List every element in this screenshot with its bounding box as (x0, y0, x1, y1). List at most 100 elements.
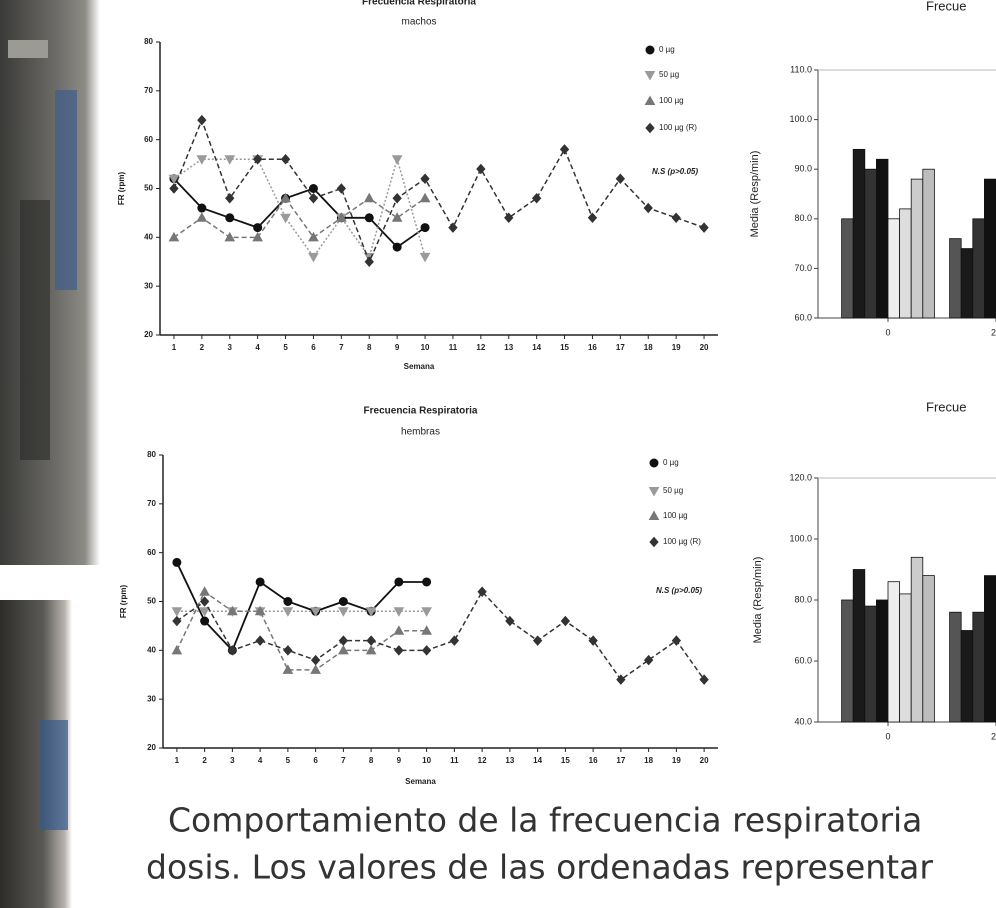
caption-line: dosis. Los valores de las ordenadas repr… (146, 848, 933, 887)
annotation: N.S (p>0.05) (652, 167, 698, 176)
y-tick-label: 100.0 (789, 114, 812, 124)
x-tick-label: 11 (450, 756, 459, 765)
annotation: N.S (p>0.05) (656, 586, 702, 595)
chart-background (100, 395, 750, 795)
y-tick-label: 100.0 (789, 533, 812, 543)
x-tick-label: 20 (700, 756, 709, 765)
chart-subtitle: hembras (401, 427, 440, 438)
photo-top (0, 0, 100, 565)
legend-label: 100 µg (R) (659, 123, 697, 132)
x-tick-label: 4 (255, 343, 260, 352)
y-tick-label: 80 (144, 37, 153, 46)
bar (984, 576, 996, 722)
bar (911, 557, 923, 722)
x-tick-label: 18 (644, 343, 653, 352)
marker (226, 214, 234, 222)
chart-background (100, 0, 740, 390)
legend-label: 0 µg (659, 45, 675, 54)
x-tick-label: 7 (339, 343, 344, 352)
bar (923, 169, 935, 318)
y-tick-label: 90.0 (794, 164, 812, 174)
x-tick-label: 0 (885, 327, 890, 337)
bar (950, 612, 962, 722)
caption-line: Comportamiento de la frecuencia respirat… (168, 801, 922, 840)
y-tick-label: 50 (144, 184, 153, 193)
bar (876, 159, 888, 318)
x-tick-label: 13 (505, 756, 514, 765)
bar (973, 612, 985, 722)
bar (842, 600, 854, 722)
chart-title: Frecue (926, 0, 966, 13)
x-tick-label: 11 (449, 343, 458, 352)
y-tick-label: 40 (147, 645, 156, 654)
x-tick-label: 7 (341, 756, 346, 765)
x-tick-label: 17 (616, 756, 625, 765)
x-tick-label: 3 (228, 343, 233, 352)
marker (284, 598, 292, 606)
x-tick-label: 20 (991, 327, 996, 337)
x-tick-label: 19 (672, 343, 681, 352)
bar (853, 570, 865, 723)
x-tick-label: 16 (588, 343, 597, 352)
bar (961, 631, 973, 723)
legend-label: 100 µg (R) (663, 537, 701, 546)
x-tick-label: 9 (395, 343, 400, 352)
x-tick-label: 15 (560, 343, 569, 352)
y-tick-label: 60.0 (794, 655, 812, 665)
marker (309, 185, 317, 193)
x-tick-label: 5 (283, 343, 288, 352)
marker (201, 617, 209, 625)
x-tick-label: 16 (589, 756, 598, 765)
x-tick-label: 1 (172, 343, 177, 352)
y-tick-label: 50 (147, 597, 156, 606)
chart-subtitle: machos (401, 17, 436, 28)
legend-label: 50 µg (663, 486, 683, 495)
y-tick-label: 30 (144, 281, 153, 290)
y-tick-label: 70 (144, 86, 153, 95)
y-tick-label: 110.0 (790, 64, 812, 74)
bar (888, 582, 900, 722)
bar (865, 606, 877, 722)
x-tick-label: 6 (311, 343, 316, 352)
y-tick-label: 30 (147, 694, 156, 703)
x-tick-label: 9 (397, 756, 402, 765)
bar (900, 594, 912, 722)
y-tick-label: 20 (147, 743, 156, 752)
x-tick-label: 6 (313, 756, 318, 765)
bar (911, 179, 923, 318)
x-tick-label: 2 (200, 343, 205, 352)
bar (950, 239, 962, 318)
bar (923, 576, 935, 722)
x-tick-label: 4 (258, 756, 263, 765)
marker (393, 243, 401, 251)
x-tick-label: 15 (561, 756, 570, 765)
bar (984, 179, 996, 318)
legend-marker (646, 46, 654, 54)
slide: Comportamiento de la frecuencia respirat… (0, 0, 996, 908)
y-tick-label: 40.0 (794, 716, 812, 726)
x-tick-label: 18 (644, 756, 653, 765)
legend-label: 0 µg (663, 458, 679, 467)
marker (395, 578, 403, 586)
x-tick-label: 10 (421, 343, 430, 352)
marker (339, 598, 347, 606)
photo-bottom (0, 600, 72, 908)
bar (853, 149, 865, 318)
x-tick-label: 12 (478, 756, 487, 765)
y-axis-label: Media (Resp/min) (749, 151, 761, 238)
y-tick-label: 80 (147, 450, 156, 459)
x-axis-label: Semana (405, 777, 436, 786)
x-tick-label: 14 (532, 343, 541, 352)
legend-label: 100 µg (663, 511, 688, 520)
bar (973, 219, 985, 318)
marker (198, 204, 206, 212)
y-tick-label: 60.0 (794, 312, 812, 322)
marker (423, 578, 431, 586)
chart-title: Frecuencia Respiratoria (362, 0, 476, 8)
y-tick-label: 80.0 (794, 213, 812, 223)
y-tick-label: 20 (144, 330, 153, 339)
chart-title: Frecuencia Respiratoria (364, 406, 478, 417)
x-tick-label: 20 (991, 731, 996, 741)
y-tick-label: 80.0 (794, 594, 812, 604)
x-tick-label: 8 (367, 343, 372, 352)
